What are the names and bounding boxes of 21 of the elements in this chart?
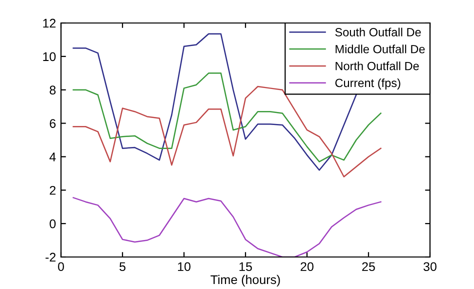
y-tick-label: 10	[43, 52, 56, 62]
y-tick-label: 0	[50, 219, 56, 228]
line-series	[72, 197, 382, 257]
legend-label: Middle Outfall De	[336, 44, 425, 54]
x-tick-label: 30	[424, 262, 436, 272]
legend-label: North Outfall De	[336, 62, 419, 70]
y-tick-label: -2	[46, 252, 56, 262]
x-tick-label: 5	[120, 262, 126, 272]
x-tick-label: 20	[300, 262, 314, 272]
y-tick-label: 2	[50, 186, 56, 195]
legend-label: Current (fps)	[335, 78, 400, 90]
x-tick-label: 25	[362, 262, 375, 272]
y-tick-label: 12	[43, 18, 56, 28]
y-tick-label: 4	[49, 152, 56, 162]
x-tick-label: 10	[178, 262, 190, 272]
y-tick-label: 6	[50, 119, 56, 128]
y-tick-label: 8	[50, 86, 56, 95]
x-tick-label: 15	[240, 262, 252, 272]
legend-label: South Outfall De	[335, 28, 421, 36]
x-axis-title: Time (hours)	[210, 274, 280, 287]
x-tick-label: 0	[58, 262, 64, 272]
